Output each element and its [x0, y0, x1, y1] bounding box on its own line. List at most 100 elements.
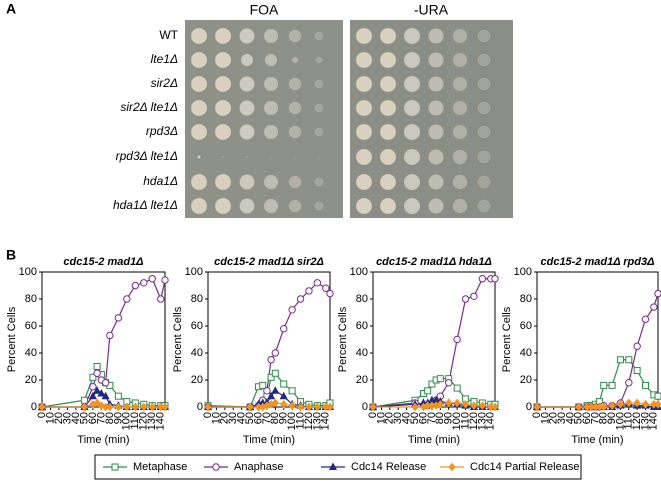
strain-label: rpd3Δ	[146, 124, 178, 138]
colony-spot	[428, 76, 444, 92]
y-tick-label: 40	[25, 347, 37, 359]
y-axis-label: Percent Cells	[501, 306, 513, 372]
marker	[641, 400, 650, 409]
x-tick-label: 90	[606, 412, 618, 424]
colony-spot	[428, 28, 444, 44]
marker	[428, 380, 436, 388]
x-tick-label: 120	[138, 412, 150, 430]
colony-spot	[190, 75, 208, 93]
x-tick-label: 20	[53, 412, 65, 424]
marker	[296, 402, 305, 412]
marker	[204, 402, 212, 412]
marker	[478, 401, 487, 410]
colony-spot	[452, 76, 468, 92]
y-tick-label: 0	[362, 401, 368, 413]
x-tick-label: 10	[44, 412, 56, 424]
marker	[114, 314, 123, 322]
colony-spot	[452, 52, 468, 68]
colony-spot	[214, 27, 232, 45]
colony-spot	[379, 51, 397, 69]
colony-spot	[379, 148, 397, 166]
marker	[326, 289, 334, 298]
colony-spot	[477, 53, 491, 67]
panel-label: B	[6, 247, 16, 263]
x-tick-label: 110	[129, 412, 141, 430]
marker	[271, 349, 280, 357]
marker	[369, 402, 377, 412]
marker	[453, 398, 461, 408]
x-tick-label: 0	[531, 412, 543, 418]
marker	[478, 275, 487, 283]
x-axis-label: Time (min)	[408, 434, 460, 446]
x-tick-label: 130	[146, 412, 158, 430]
strain-label: lte1Δ	[151, 52, 178, 66]
y-tick-label: 20	[356, 374, 368, 386]
colony-spot	[477, 77, 491, 91]
colony-spot	[314, 103, 324, 113]
x-tick-label: 0	[367, 412, 379, 418]
y-tick-label: 20	[191, 374, 203, 386]
y-tick-label: 20	[25, 374, 37, 386]
colony-spot	[214, 51, 232, 69]
chart-title: cdc15-2 mad1Δ	[63, 256, 143, 268]
panel-label: A	[6, 1, 16, 17]
marker	[140, 402, 148, 412]
colony-spot	[355, 51, 373, 69]
marker	[491, 275, 499, 283]
marker	[106, 402, 114, 412]
marker	[575, 402, 583, 412]
y-tick-label: 40	[520, 347, 532, 359]
marker	[148, 402, 156, 412]
marker	[633, 342, 641, 350]
marker	[93, 363, 101, 370]
colony-spot	[403, 148, 421, 166]
marker	[625, 356, 633, 364]
colony-spot	[314, 79, 324, 89]
marker	[131, 402, 139, 412]
colony-spot	[379, 197, 397, 215]
colony-spot	[428, 100, 444, 116]
x-tick-label: 120	[631, 412, 643, 430]
colony-spot	[288, 175, 302, 189]
x-tick-label: 20	[384, 412, 396, 424]
x-tick-label: 50	[409, 412, 421, 424]
marker	[259, 381, 267, 389]
marker	[123, 402, 131, 412]
marker	[470, 401, 478, 410]
x-tick-label: 90	[443, 412, 455, 424]
colony-spot	[379, 173, 397, 191]
x-tick-label: 50	[573, 412, 585, 424]
colony-spot	[355, 99, 373, 117]
legend-label: Cdc14 Release	[351, 461, 426, 473]
x-tick-label: 140	[648, 412, 660, 430]
marker	[461, 400, 470, 409]
colony-spot	[263, 174, 279, 190]
marker	[288, 387, 296, 395]
x-tick-label: 40	[236, 412, 248, 424]
colony-spot	[477, 150, 491, 164]
colony-spot	[239, 198, 255, 214]
marker	[80, 402, 89, 412]
marker	[326, 402, 334, 412]
marker	[271, 386, 280, 394]
colony-spot	[355, 75, 373, 93]
y-axis-label: Percent Cells	[172, 306, 184, 372]
x-tick-label: 80	[269, 412, 281, 424]
x-tick-label: 30	[556, 412, 568, 424]
x-tick-label: 100	[121, 412, 133, 430]
marker	[654, 400, 661, 409]
x-tick-label: 100	[286, 412, 298, 430]
y-tick-label: 100	[185, 266, 203, 278]
marker	[267, 391, 276, 400]
colony-spot	[355, 123, 373, 141]
colony-spot	[403, 197, 421, 215]
marker	[436, 375, 444, 383]
x-tick-label: 40	[401, 412, 413, 424]
strain-label: WT	[159, 28, 178, 42]
marker	[280, 400, 288, 409]
colony-spot	[264, 53, 278, 67]
marker	[271, 398, 279, 408]
colony-spot	[263, 100, 279, 116]
colony-spot	[294, 156, 296, 158]
